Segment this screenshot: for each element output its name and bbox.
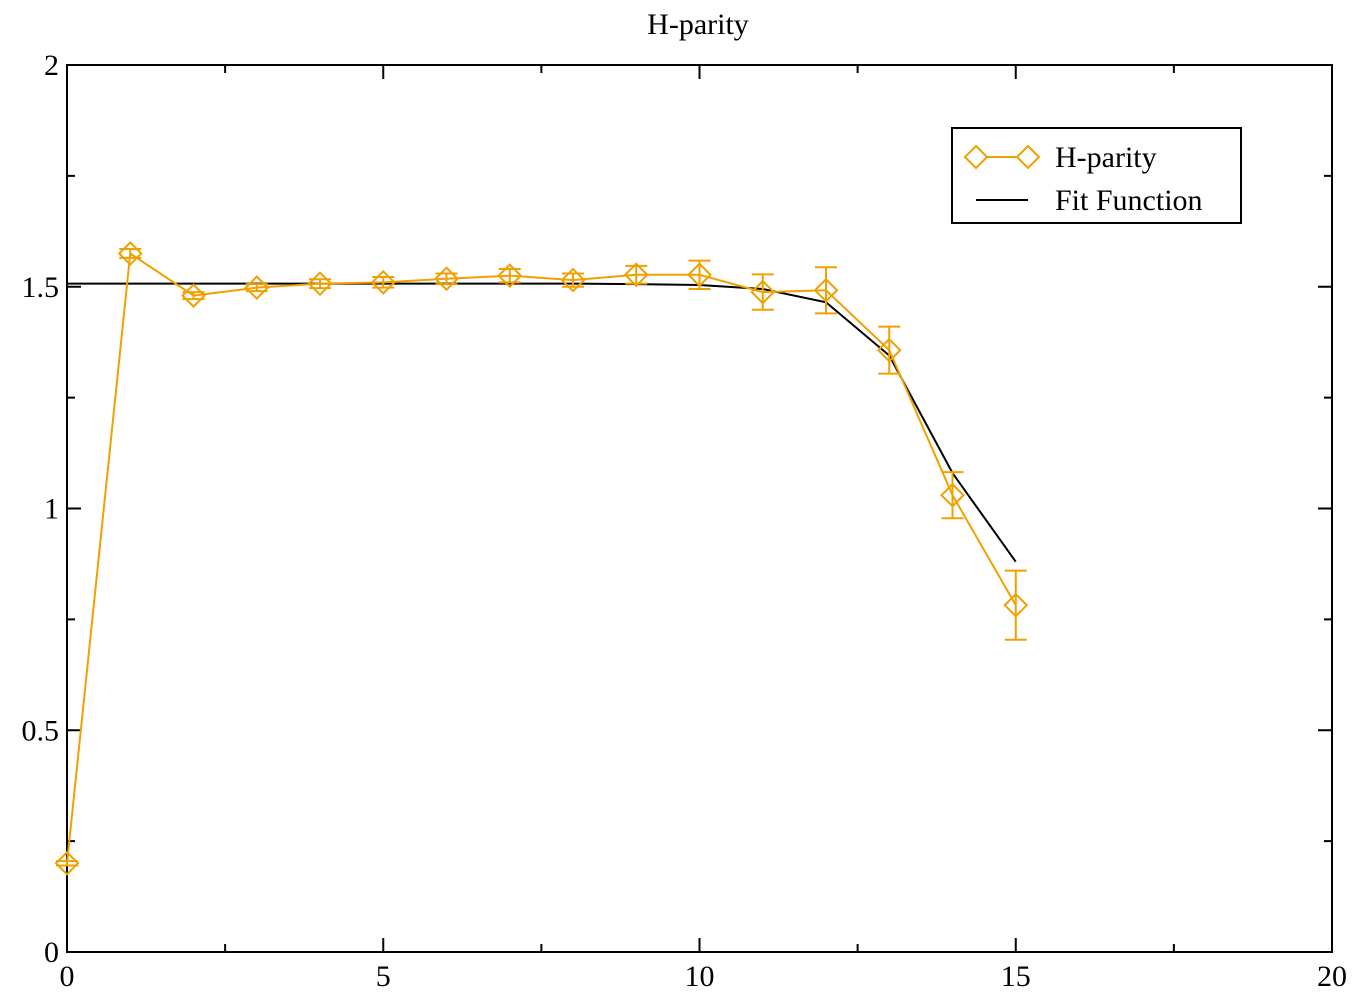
x-tick-label: 15 [1001,960,1031,993]
diamond-marker [1003,592,1029,618]
x-tick-label: 10 [685,960,715,993]
diamond-marker [54,850,80,876]
h-parity-point [497,263,523,289]
x-tick-label: 20 [1317,960,1347,993]
h-parity-point [940,471,965,520]
h-parity-point [54,850,80,876]
diamond-marker [687,262,712,288]
legend-diamond-marker [963,144,989,170]
h-parity-point [370,269,396,295]
legend-diamond-marker [1015,144,1041,170]
h-parity-point [876,325,902,375]
legend-box [951,127,1242,224]
diamond-marker [434,266,459,292]
h-parity-point [181,283,206,309]
diamond-marker [181,283,206,309]
y-tick-label: 2 [44,49,59,82]
x-tick-label: 0 [60,960,75,993]
x-tick-label: 5 [376,960,391,993]
diamond-marker [117,241,143,266]
y-tick-label: 0.5 [22,714,60,747]
legend-label-fit-function: Fit Function [1055,184,1203,217]
chart-title: H-parity [647,8,749,41]
y-tick-label: 1.5 [22,271,60,304]
diamond-marker [497,263,523,289]
diamond-marker [560,267,586,293]
diamond-marker [370,269,396,295]
diamond-marker [623,262,649,288]
fit-function-line [67,282,1017,563]
diamond-marker [813,277,839,303]
diamond-marker [876,337,902,363]
diamond-marker [244,275,270,301]
h-parity-point [813,266,839,315]
h-parity-point [623,262,649,288]
diamond-marker [307,271,333,297]
h-parity-point [687,259,712,290]
h-parity-point [307,271,333,297]
y-tick-label: 0 [44,936,59,969]
y-tick-label: 1 [44,493,59,526]
legend-label-h-parity: H-parity [1055,141,1157,174]
h-parity-point [750,273,776,311]
h-parity-point [434,266,459,292]
h-parity-line [66,251,1017,864]
legend: H-parity Fit Function [951,127,1242,224]
h-parity-point [1003,569,1029,641]
diamond-marker [750,279,776,305]
h-parity-point [244,275,270,301]
diamond-marker [940,482,965,508]
h-parity-point [560,267,586,293]
h-parity-point [117,241,143,266]
